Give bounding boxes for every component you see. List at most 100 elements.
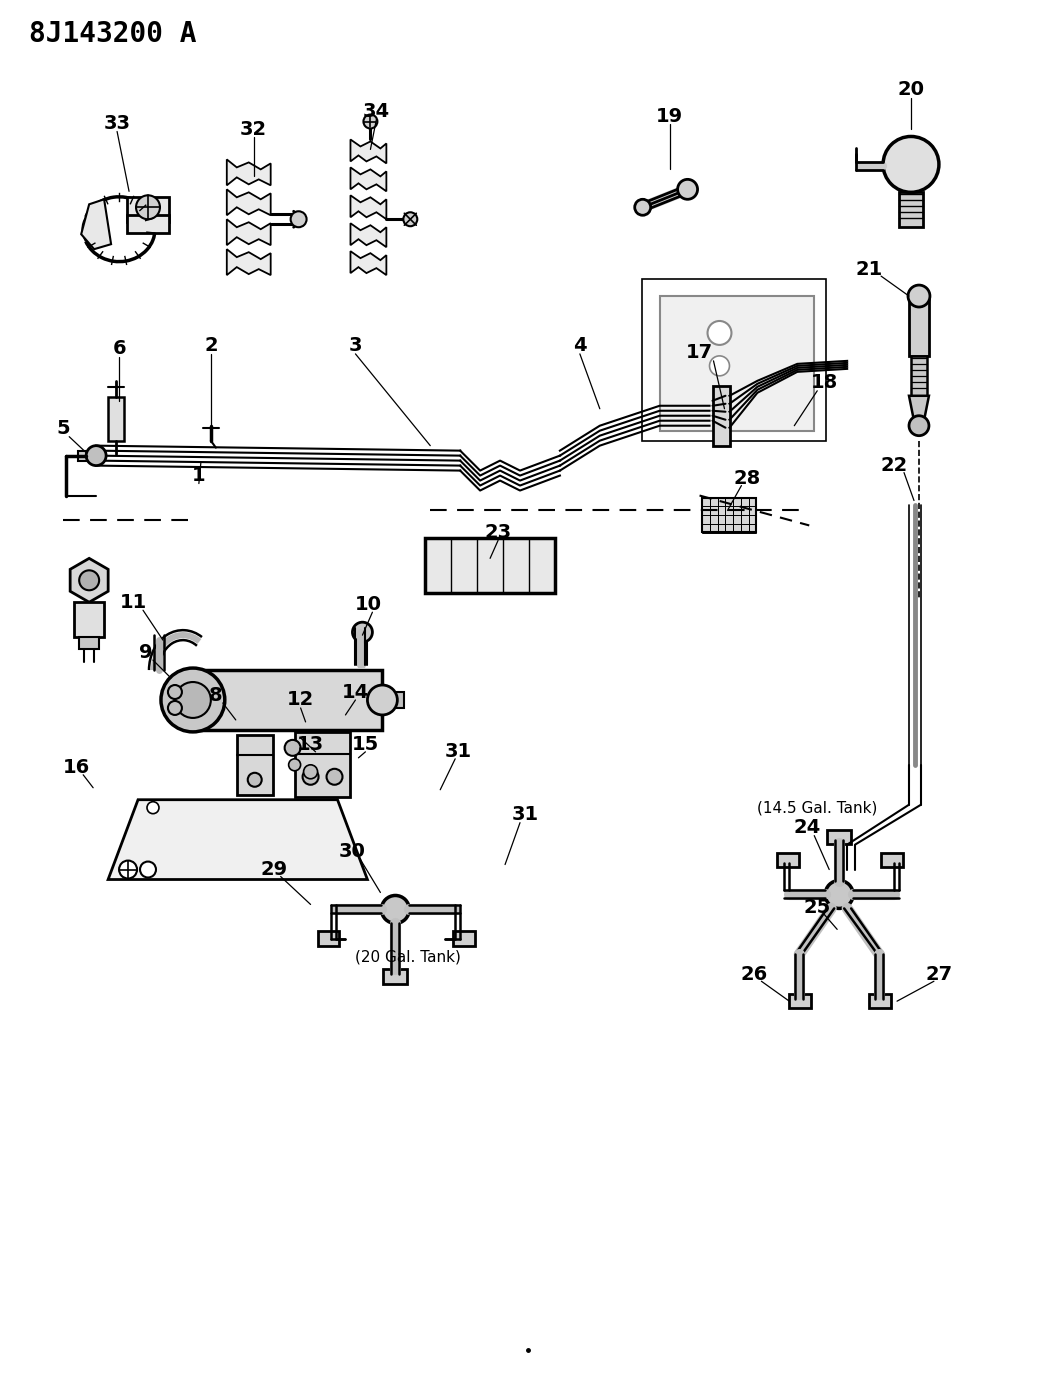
Text: 34: 34 xyxy=(363,102,390,120)
Circle shape xyxy=(303,769,319,785)
Bar xyxy=(777,853,799,867)
Bar xyxy=(127,197,169,222)
Text: (20 Gal. Tank): (20 Gal. Tank) xyxy=(356,950,461,965)
Text: 19: 19 xyxy=(656,107,683,126)
Polygon shape xyxy=(81,199,111,249)
Text: 1: 1 xyxy=(192,467,206,485)
Text: 6: 6 xyxy=(112,339,126,359)
Text: 24: 24 xyxy=(794,819,821,837)
Bar xyxy=(318,931,339,946)
Bar xyxy=(78,450,88,461)
Circle shape xyxy=(303,765,318,778)
Polygon shape xyxy=(351,195,386,219)
Text: 15: 15 xyxy=(352,735,379,755)
Circle shape xyxy=(147,802,159,813)
Bar xyxy=(660,296,814,431)
Bar xyxy=(909,296,929,356)
Text: 31: 31 xyxy=(511,805,539,824)
Polygon shape xyxy=(227,159,270,186)
Text: 28: 28 xyxy=(734,470,761,488)
Text: 32: 32 xyxy=(240,120,267,138)
Bar xyxy=(881,853,903,867)
Bar xyxy=(426,539,555,593)
Text: 22: 22 xyxy=(881,456,908,475)
Bar xyxy=(899,193,923,227)
Text: 10: 10 xyxy=(355,594,382,614)
Circle shape xyxy=(326,769,342,785)
Bar xyxy=(127,215,169,233)
Text: 3: 3 xyxy=(348,337,362,356)
Text: 12: 12 xyxy=(287,691,315,709)
Circle shape xyxy=(708,321,732,345)
Text: 25: 25 xyxy=(804,897,831,917)
Circle shape xyxy=(87,446,106,465)
Circle shape xyxy=(290,212,306,227)
Circle shape xyxy=(79,571,99,590)
Polygon shape xyxy=(351,223,386,247)
Circle shape xyxy=(175,681,211,717)
Polygon shape xyxy=(227,190,270,215)
Text: 31: 31 xyxy=(445,742,472,762)
Polygon shape xyxy=(227,249,270,276)
Text: 2: 2 xyxy=(204,337,218,356)
Circle shape xyxy=(119,860,137,878)
Bar xyxy=(295,731,351,796)
Circle shape xyxy=(678,179,698,199)
Bar xyxy=(383,969,408,985)
Polygon shape xyxy=(351,140,386,163)
Polygon shape xyxy=(351,168,386,191)
Text: 4: 4 xyxy=(573,337,587,356)
Bar xyxy=(713,386,731,446)
Text: 21: 21 xyxy=(855,259,883,278)
Bar xyxy=(237,735,272,795)
Circle shape xyxy=(288,759,301,771)
Polygon shape xyxy=(108,799,367,879)
Circle shape xyxy=(363,115,377,129)
Bar xyxy=(79,637,99,650)
Circle shape xyxy=(883,137,939,193)
Bar xyxy=(827,830,851,843)
Text: 27: 27 xyxy=(925,965,953,983)
Circle shape xyxy=(403,212,417,226)
Bar xyxy=(789,994,811,1008)
Bar xyxy=(193,670,382,730)
Circle shape xyxy=(710,356,730,375)
Polygon shape xyxy=(70,558,108,602)
Bar xyxy=(911,356,927,396)
Polygon shape xyxy=(351,251,386,276)
Circle shape xyxy=(909,416,929,436)
Text: 33: 33 xyxy=(103,114,131,133)
Bar xyxy=(74,602,105,637)
Text: 8: 8 xyxy=(209,687,223,705)
Circle shape xyxy=(825,881,853,909)
Text: 30: 30 xyxy=(339,842,365,861)
Circle shape xyxy=(367,686,397,715)
Polygon shape xyxy=(909,396,929,421)
Text: (14.5 Gal. Tank): (14.5 Gal. Tank) xyxy=(757,801,878,816)
Text: 18: 18 xyxy=(811,374,837,392)
Circle shape xyxy=(635,199,650,215)
Text: 8J143200 A: 8J143200 A xyxy=(30,19,196,47)
Bar xyxy=(642,280,826,440)
Circle shape xyxy=(168,686,182,699)
Text: 16: 16 xyxy=(62,759,90,777)
Bar xyxy=(177,692,195,708)
Text: 29: 29 xyxy=(260,860,287,879)
Text: 14: 14 xyxy=(342,683,370,701)
Text: 13: 13 xyxy=(297,735,324,755)
Circle shape xyxy=(140,861,156,878)
Bar xyxy=(701,497,756,532)
Text: 9: 9 xyxy=(139,643,153,662)
Circle shape xyxy=(353,622,373,643)
Text: 17: 17 xyxy=(686,343,713,363)
Text: 11: 11 xyxy=(119,593,147,612)
Bar xyxy=(869,994,891,1008)
Circle shape xyxy=(381,896,410,924)
Circle shape xyxy=(168,701,182,715)
Text: 20: 20 xyxy=(898,80,924,100)
Circle shape xyxy=(136,195,159,219)
Text: 23: 23 xyxy=(485,524,512,542)
Bar xyxy=(453,931,475,946)
Circle shape xyxy=(908,285,930,307)
Circle shape xyxy=(285,740,301,756)
